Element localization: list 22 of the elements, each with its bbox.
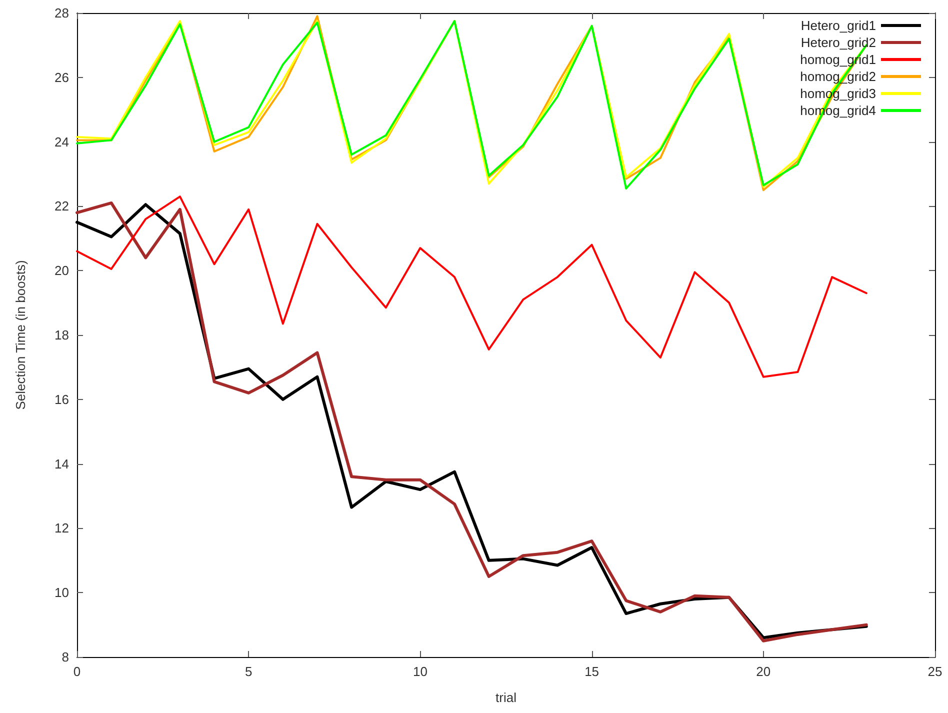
- y-tick-label: 28: [54, 6, 69, 20]
- y-axis-title: Selection Time (in boosts): [13, 260, 28, 410]
- y-tick-label: 22: [54, 198, 69, 214]
- x-tick-label: 15: [584, 664, 600, 679]
- x-tick-label: 25: [928, 664, 942, 679]
- legend-label: Hetero_grid2: [800, 35, 876, 50]
- y-tick-label: 26: [54, 70, 69, 85]
- y-tick-label: 14: [54, 456, 69, 472]
- x-tick-label: 20: [756, 664, 771, 679]
- x-tick-label: 5: [244, 664, 252, 679]
- line-series: [76, 196, 868, 378]
- y-tick-label: 12: [54, 520, 69, 536]
- x-axis-title: trial: [496, 690, 517, 705]
- y-tick-label: 10: [54, 585, 69, 600]
- x-tick-label: 10: [412, 664, 428, 679]
- y-tick-label: 18: [54, 328, 69, 342]
- y-tick-label: 8: [62, 650, 69, 664]
- y-tick-label: 24: [54, 134, 69, 150]
- x-tick-label: 0: [73, 664, 81, 679]
- y-tick-label: 20: [54, 263, 69, 278]
- y-tick-label: 16: [54, 392, 69, 407]
- legend-label: Hetero_grid1: [800, 18, 876, 33]
